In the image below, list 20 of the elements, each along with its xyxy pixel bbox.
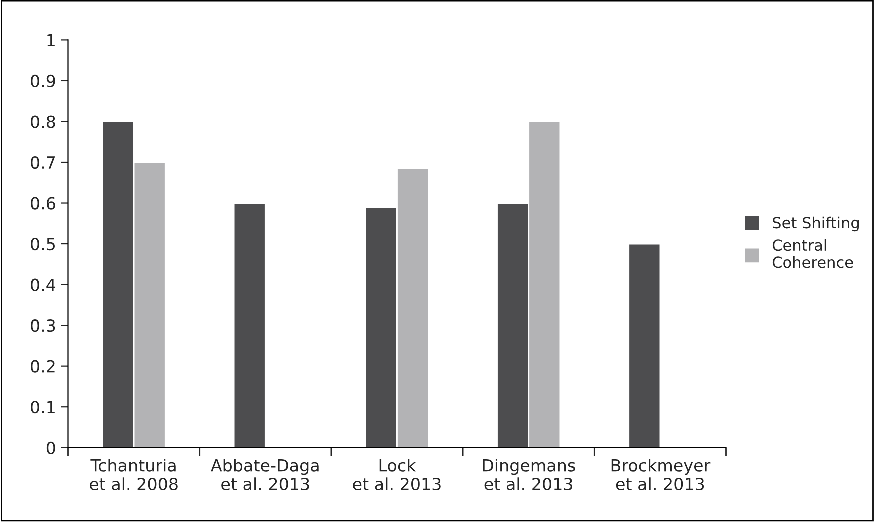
y-tick-label: 1 <box>48 34 55 47</box>
y-tick-label: 0.1 <box>31 401 55 414</box>
y-tick-label: 0.5 <box>31 238 55 251</box>
legend-label: Central Coherence <box>772 239 854 268</box>
bar <box>233 202 266 448</box>
y-tick-label: 0.4 <box>31 278 56 292</box>
y-tick-label: 0.9 <box>31 74 56 88</box>
y-tick-label: 0.3 <box>31 320 56 332</box>
y-tick-label: 0 <box>46 442 56 454</box>
y-tick-label: 0.7 <box>31 156 56 170</box>
y-tick-label: 0.8 <box>31 116 56 128</box>
x-tick-label: Tchanturia et al. 2008 <box>90 458 178 491</box>
x-tick-label: Brockmeyer et al. 2013 <box>612 458 711 491</box>
legend-label: Set Shifting <box>773 216 859 232</box>
x-tick-label: Lock et al. 2013 <box>353 458 441 491</box>
x-tick-label: Dingemans et al. 2013 <box>483 458 576 491</box>
y-tick-label: 0.6 <box>31 197 56 210</box>
bar <box>628 243 662 448</box>
x-tick-label: Abbate-Daga et al. 2013 <box>211 458 319 491</box>
y-tick-label: 0.2 <box>31 360 55 373</box>
